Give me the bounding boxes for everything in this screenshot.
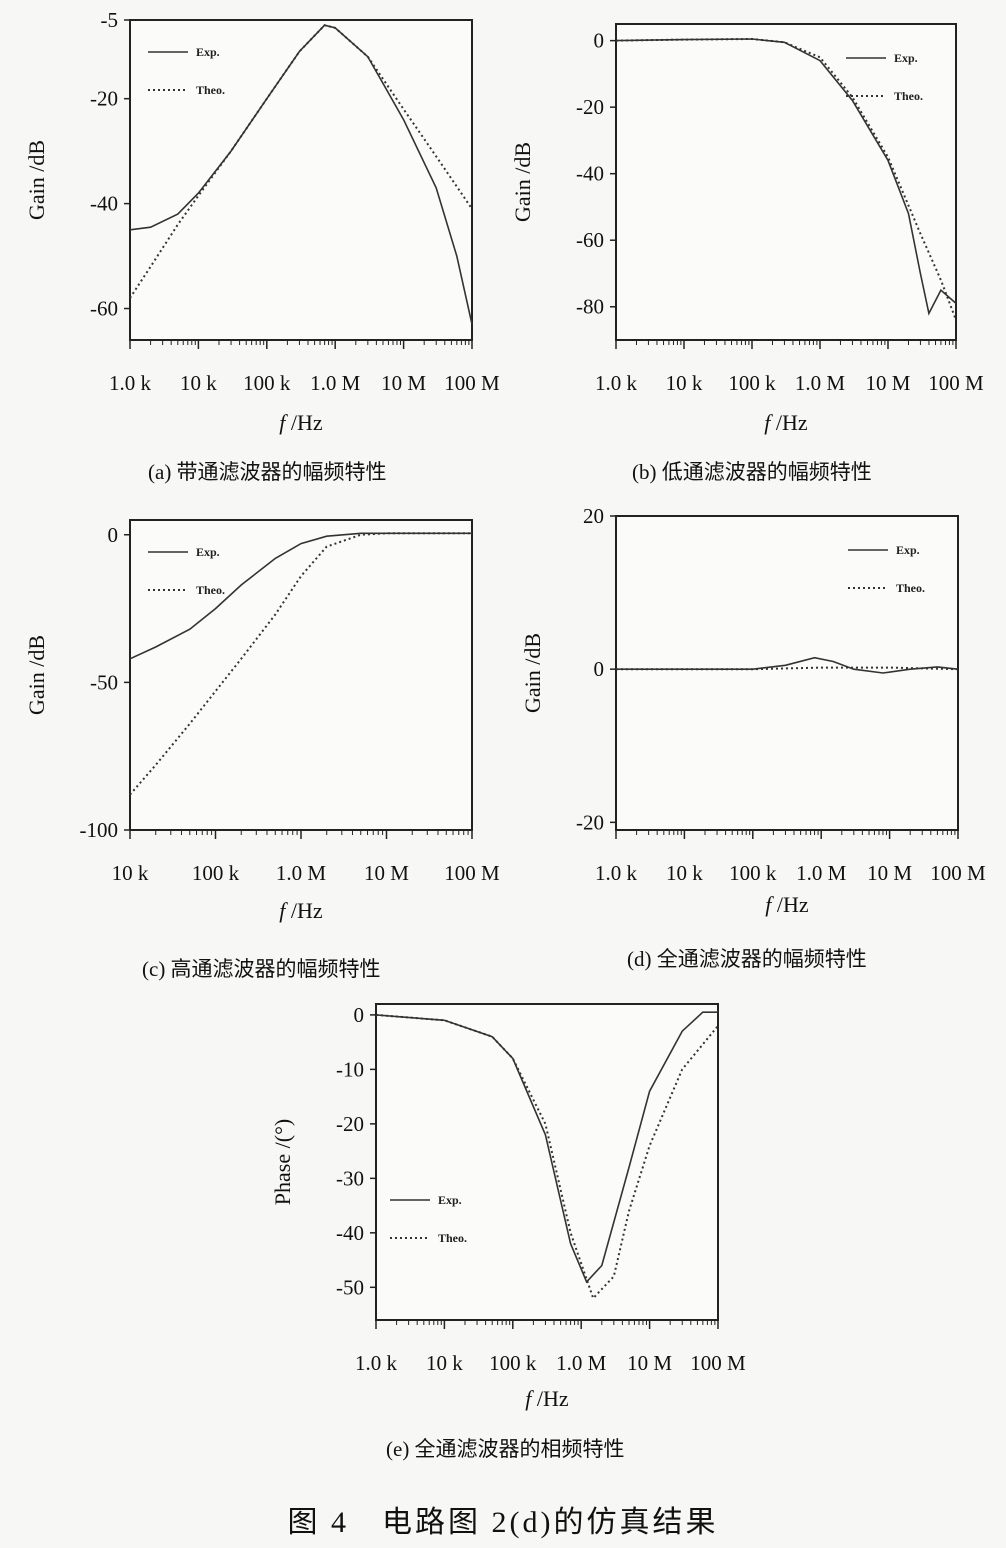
series-line-exp	[616, 656, 959, 674]
x-tick-label: 1.0 M	[795, 371, 846, 395]
chart-svg-b: 0 -20 -40 -60 -80 1.0 k 10 k 100 k 1.0 M 10 M 100 …	[510, 23, 984, 435]
y-tick-label: -40	[90, 192, 118, 216]
y-tick-label: -50	[336, 1275, 364, 1299]
x-tick-label: 100 M	[930, 861, 986, 885]
caption-a: (a) 带通滤波器的幅频特性	[148, 460, 387, 484]
x-tick-label: 100 k	[192, 861, 240, 885]
caption-c: (c) 高通滤波器的幅频特性	[142, 957, 381, 981]
chart-svg-c: 0 -50 -100 10 k 100 k 1.0 M 10 M 100 M f /Hz Gain…	[24, 519, 500, 923]
chart-svg-e: 0 -10 -20 -30 -40 -50 1.0 k 10 k 100 k 1.0 M 10 M 1…	[270, 1003, 746, 1411]
x-tick-label: 100 M	[690, 1351, 746, 1375]
legend-label: Exp.	[196, 45, 220, 59]
chart-panel-c: 0 -50 -100 10 k 100 k 1.0 M 10 M 100 M f /Hz Gain…	[0, 500, 500, 940]
figure-caption: 图 4 电路图 2(d)的仿真结果	[287, 1506, 719, 1539]
chart-svg-d: 20 0 -20 1.0 k 10 k 100 k 1.0 M 10 M 100 M f /Hz G…	[520, 504, 986, 917]
series-line-exp	[129, 24, 473, 325]
chart-panel-d: 20 0 -20 1.0 k 10 k 100 k 1.0 M 10 M 100 M f /Hz G…	[500, 500, 1006, 940]
x-axis-title: f /Hz	[279, 410, 323, 435]
y-tick-label: -80	[576, 295, 604, 319]
y-tick-label: -40	[576, 162, 604, 186]
y-axis-title: Phase /(°)	[270, 1119, 295, 1205]
legend-label: Theo.	[196, 583, 225, 597]
legend-label: Theo.	[896, 581, 925, 595]
x-tick-label: 100 M	[444, 371, 500, 395]
x-axis-title: f /Hz	[765, 892, 809, 917]
plot-frame	[129, 19, 473, 341]
plot-frame	[615, 515, 959, 831]
y-tick-label: -20	[576, 810, 604, 834]
y-tick-label: 0	[594, 657, 605, 681]
plot-frame	[129, 519, 473, 831]
y-tick-label: -20	[336, 1112, 364, 1136]
x-tick-label: 1.0 M	[310, 371, 361, 395]
x-tick-label: 10 M	[381, 371, 426, 395]
x-tick-label: 100 M	[928, 371, 984, 395]
y-tick-label: -60	[90, 297, 118, 321]
y-tick-label: -50	[90, 670, 118, 694]
x-tick-label: 100 k	[243, 371, 291, 395]
x-tick-label: 10 M	[867, 861, 912, 885]
legend-label: Exp.	[894, 51, 918, 65]
y-tick-label: -10	[336, 1057, 364, 1081]
x-tick-label: 100 k	[729, 861, 777, 885]
y-tick-label: -30	[336, 1166, 364, 1190]
series-line-theo	[615, 37, 957, 321]
x-tick-label: 1.0 k	[109, 371, 152, 395]
y-tick-label: -20	[90, 87, 118, 111]
y-tick-label: -5	[101, 8, 119, 32]
x-axis-title: f /Hz	[525, 1386, 569, 1411]
chart-panel-e: 0 -10 -20 -30 -40 -50 1.0 k 10 k 100 k 1.0 M 10 M 1…	[250, 990, 770, 1420]
x-tick-label: 1.0 M	[796, 861, 847, 885]
x-axis-title: f /Hz	[279, 898, 323, 923]
x-tick-label: 10 k	[112, 861, 149, 885]
y-tick-label: 0	[108, 523, 119, 547]
x-tick-label: 10 M	[364, 861, 409, 885]
series-line-exp	[615, 38, 957, 316]
y-tick-label: 0	[354, 1003, 365, 1027]
legend-label: Exp.	[196, 545, 220, 559]
y-tick-label: -20	[576, 95, 604, 119]
y-tick-label: 0	[594, 29, 605, 53]
chart-svg-a: -5 -20 -40 -60 1.0 k 10 k 100 k 1.0 M 10 M 100 M f…	[24, 8, 500, 435]
x-axis-title: f /Hz	[764, 410, 808, 435]
y-tick-label: -40	[336, 1221, 364, 1245]
y-axis-title: Gain /dB	[24, 140, 49, 220]
x-tick-label: 100 k	[728, 371, 776, 395]
x-tick-label: 10 k	[666, 371, 703, 395]
legend-label: Exp.	[896, 543, 920, 557]
x-tick-label: 1.0 M	[276, 861, 327, 885]
y-axis-title: Gain /dB	[520, 633, 545, 713]
y-tick-label: -60	[576, 228, 604, 252]
x-tick-label: 1.0 k	[595, 371, 638, 395]
legend-label: Theo.	[894, 89, 923, 103]
x-tick-label: 1.0 k	[355, 1351, 398, 1375]
y-tick-label: -100	[80, 818, 119, 842]
x-tick-label: 10 M	[866, 371, 911, 395]
x-tick-label: 100 M	[444, 861, 500, 885]
caption-e: (e) 全通滤波器的相频特性	[386, 1437, 625, 1461]
caption-d: (d) 全通滤波器的幅频特性	[627, 947, 867, 971]
x-tick-label: 10 M	[627, 1351, 672, 1375]
x-tick-label: 10 k	[426, 1351, 463, 1375]
legend-label: Theo.	[438, 1231, 467, 1245]
legend-label: Exp.	[438, 1193, 462, 1207]
chart-panel-b: 0 -20 -40 -60 -80 1.0 k 10 k 100 k 1.0 M 10 M 100 …	[500, 0, 1006, 490]
plot-frame	[375, 1003, 719, 1321]
y-axis-title: Gain /dB	[24, 635, 49, 715]
plot-frame	[615, 23, 957, 341]
caption-b: (b) 低通滤波器的幅频特性	[632, 460, 872, 484]
chart-panel-a: -5 -20 -40 -60 1.0 k 10 k 100 k 1.0 M 10 M 100 M f…	[0, 0, 500, 490]
x-tick-label: 10 k	[180, 371, 217, 395]
x-tick-label: 1.0 M	[556, 1351, 607, 1375]
series-line-theo	[375, 1013, 719, 1301]
series-line-theo	[129, 532, 472, 796]
x-tick-label: 1.0 k	[595, 861, 638, 885]
x-tick-label: 100 k	[489, 1351, 537, 1375]
legend-label: Theo.	[196, 83, 225, 97]
y-axis-title: Gain /dB	[510, 142, 535, 222]
y-tick-label: 20	[583, 504, 604, 528]
x-tick-label: 10 k	[666, 861, 703, 885]
series-line-theo	[616, 666, 959, 671]
